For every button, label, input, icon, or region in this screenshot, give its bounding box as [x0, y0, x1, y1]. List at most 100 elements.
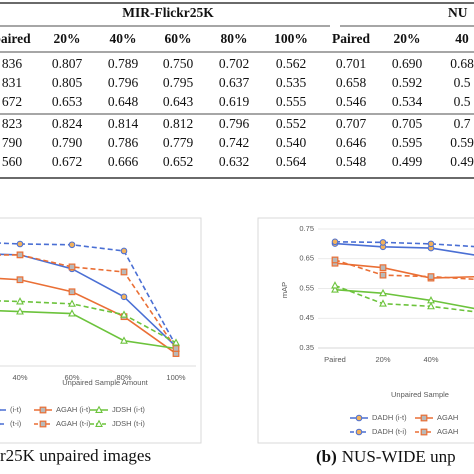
marker — [379, 271, 387, 279]
marker — [427, 240, 435, 248]
table-cell: 0.812 — [163, 116, 193, 131]
y-tick-label: 0.75 — [299, 224, 314, 233]
table-cell: 0.666 — [108, 154, 139, 169]
table-cell: 836 — [2, 56, 23, 71]
table-cell: 0.652 — [163, 154, 193, 169]
marker — [16, 307, 24, 315]
marker — [331, 285, 339, 293]
series-line — [0, 242, 177, 347]
table-cell: 0.548 — [336, 154, 367, 169]
table-cell: 0.707 — [336, 116, 367, 131]
table-cell: 0.672 — [52, 154, 82, 169]
marker — [68, 241, 76, 249]
table-cell: 0.646 — [336, 135, 367, 150]
y-axis-title: mAP — [280, 282, 289, 298]
table-cell: 0.68 — [450, 56, 474, 71]
marker — [355, 428, 363, 436]
figure-frame — [257, 217, 474, 444]
marker — [120, 247, 128, 255]
column-header: 40% — [110, 31, 137, 46]
table-cell: 0.7 — [454, 116, 471, 131]
x-tick-label: Paired — [324, 355, 346, 364]
marker — [379, 288, 387, 297]
table-cell: 0.552 — [276, 116, 306, 131]
marker — [172, 345, 180, 352]
y-tick-label: 0.45 — [299, 313, 314, 322]
table-cell: 0.648 — [108, 94, 139, 109]
table-cell: 0.595 — [392, 135, 423, 150]
column-header: 20% — [394, 31, 421, 46]
series-line — [0, 277, 177, 355]
marker — [16, 276, 24, 284]
marker — [120, 293, 128, 301]
table-cell: 0.795 — [163, 75, 194, 90]
legend-label: (i-t) — [10, 405, 22, 414]
table-cell: 0.690 — [392, 56, 423, 71]
table-cell: 0.702 — [219, 56, 249, 71]
marker — [68, 309, 76, 317]
caption-label: (b) — [316, 447, 337, 466]
column-header: 40 — [455, 31, 469, 46]
series-line — [0, 310, 177, 350]
chart: 40% 60% 80% 100% Unpaired Sample Amount (i-t)… — [0, 240, 196, 465]
marker — [16, 297, 24, 305]
marker — [120, 336, 128, 344]
marker — [68, 299, 76, 307]
table-cell: 0.824 — [52, 116, 83, 131]
x-axis-title: Unpaired Sample — [391, 390, 449, 399]
figure-frame — [0, 217, 202, 444]
table-cell: 0.807 — [52, 56, 83, 71]
series-line — [334, 240, 474, 248]
x-tick-label: 100% — [166, 373, 186, 382]
legend-label: JDSH (t-i) — [112, 419, 145, 428]
marker — [16, 251, 24, 259]
table-group-title: MIR-Flickr25K — [122, 5, 214, 20]
legend-label: AGAH — [437, 413, 458, 422]
table-cell: 672 — [2, 94, 22, 109]
table-group-title: NU — [448, 5, 468, 20]
table-cell: 0.49 — [450, 154, 474, 169]
x-tick-label: 20% — [375, 355, 390, 364]
table-cell: 0.653 — [52, 94, 83, 109]
series-line — [0, 254, 177, 349]
table-cell: 0.786 — [108, 135, 139, 150]
column-header: 80% — [221, 31, 248, 46]
table-cell: 0.592 — [392, 75, 422, 90]
marker — [120, 310, 128, 318]
figure-caption: r25K unpaired images — [0, 446, 151, 465]
y-tick-label: 0.55 — [299, 283, 314, 292]
table-cell: 0.534 — [392, 94, 423, 109]
marker — [39, 420, 47, 428]
marker — [331, 238, 339, 246]
marker — [379, 264, 387, 272]
marker — [420, 428, 428, 436]
legend-label: JDSH (i-t) — [112, 405, 145, 414]
table-cell: 0.705 — [392, 116, 423, 131]
table-cell: 0.555 — [276, 94, 307, 109]
marker — [427, 301, 435, 310]
series-line — [334, 259, 474, 281]
table-cell: 0.632 — [219, 154, 249, 169]
chart: 0.35 0.45 0.55 0.65 0.75 Paired 20% 40% Unpaired… — [280, 224, 474, 466]
table-cell: 0.779 — [163, 135, 194, 150]
table-cell: 0.790 — [52, 135, 83, 150]
marker — [379, 299, 387, 307]
series-line — [0, 253, 177, 348]
table-cell: 0.59 — [450, 135, 474, 150]
table-cell: 0.619 — [219, 94, 250, 109]
table-cell: 560 — [2, 154, 23, 169]
table-cell: 0.742 — [219, 135, 249, 150]
marker — [355, 414, 363, 422]
table-cell: 0.564 — [276, 154, 307, 169]
table-cell: 0.5 — [454, 75, 471, 90]
table-cell: 0.546 — [336, 94, 367, 109]
figure-caption: NUS-WIDE unp — [342, 447, 456, 466]
x-tick-label: 60% — [64, 373, 79, 382]
series-line — [334, 242, 474, 256]
table-cell: 0.814 — [108, 116, 139, 131]
y-tick-label: 0.35 — [299, 343, 314, 352]
legend-label: AGAH — [437, 427, 458, 436]
legend-label: AGAH (t-i) — [56, 419, 91, 428]
table-cell: 0.796 — [219, 116, 250, 131]
